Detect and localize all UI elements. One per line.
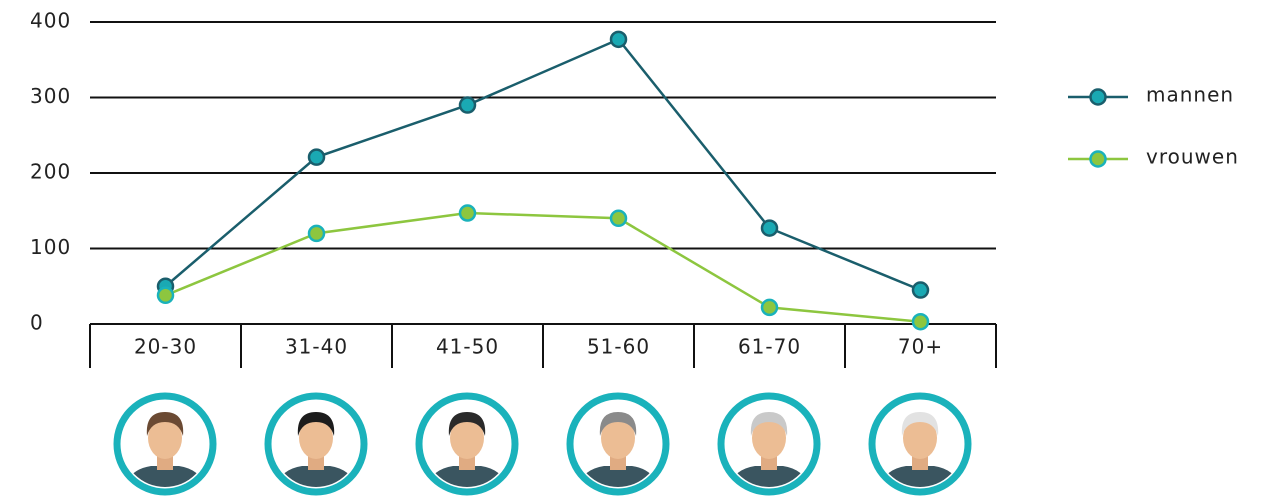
legend-marker xyxy=(1091,90,1106,105)
data-point xyxy=(913,314,928,329)
series-line xyxy=(166,39,921,290)
data-point xyxy=(762,300,777,315)
x-tick-label: 61-70 xyxy=(738,335,801,359)
legend-marker xyxy=(1091,152,1106,167)
avatars xyxy=(117,396,968,496)
data-point xyxy=(460,206,475,221)
data-point xyxy=(309,150,324,165)
data-point xyxy=(158,288,173,303)
x-tick-label: 31-40 xyxy=(285,335,348,359)
avatar xyxy=(721,396,817,496)
legend-label: vrouwen xyxy=(1146,145,1239,169)
data-point xyxy=(460,98,475,113)
avatar xyxy=(117,396,213,496)
x-tick-label: 20-30 xyxy=(134,335,197,359)
x-tick-label: 51-60 xyxy=(587,335,650,359)
y-tick-label: 0 xyxy=(30,311,44,335)
avatar xyxy=(570,396,666,496)
chart: 0 100 200 300 400 20-30 31-40 41-50 51-60 61-70 70… xyxy=(0,0,1277,500)
avatar xyxy=(872,396,968,496)
x-tick-label: 70+ xyxy=(898,335,943,359)
data-point xyxy=(611,32,626,47)
y-tick-label: 200 xyxy=(30,160,71,184)
data-point xyxy=(611,211,626,226)
series-line xyxy=(166,213,921,322)
y-tick-label: 100 xyxy=(30,235,71,259)
data-point xyxy=(762,221,777,236)
y-tick-label: 400 xyxy=(30,9,71,33)
avatar xyxy=(268,396,364,496)
avatar xyxy=(419,396,515,496)
x-tick-label: 41-50 xyxy=(436,335,499,359)
data-point xyxy=(913,283,928,298)
data-point xyxy=(309,226,324,241)
legend-label: mannen xyxy=(1146,83,1234,107)
y-tick-label: 300 xyxy=(30,84,71,108)
